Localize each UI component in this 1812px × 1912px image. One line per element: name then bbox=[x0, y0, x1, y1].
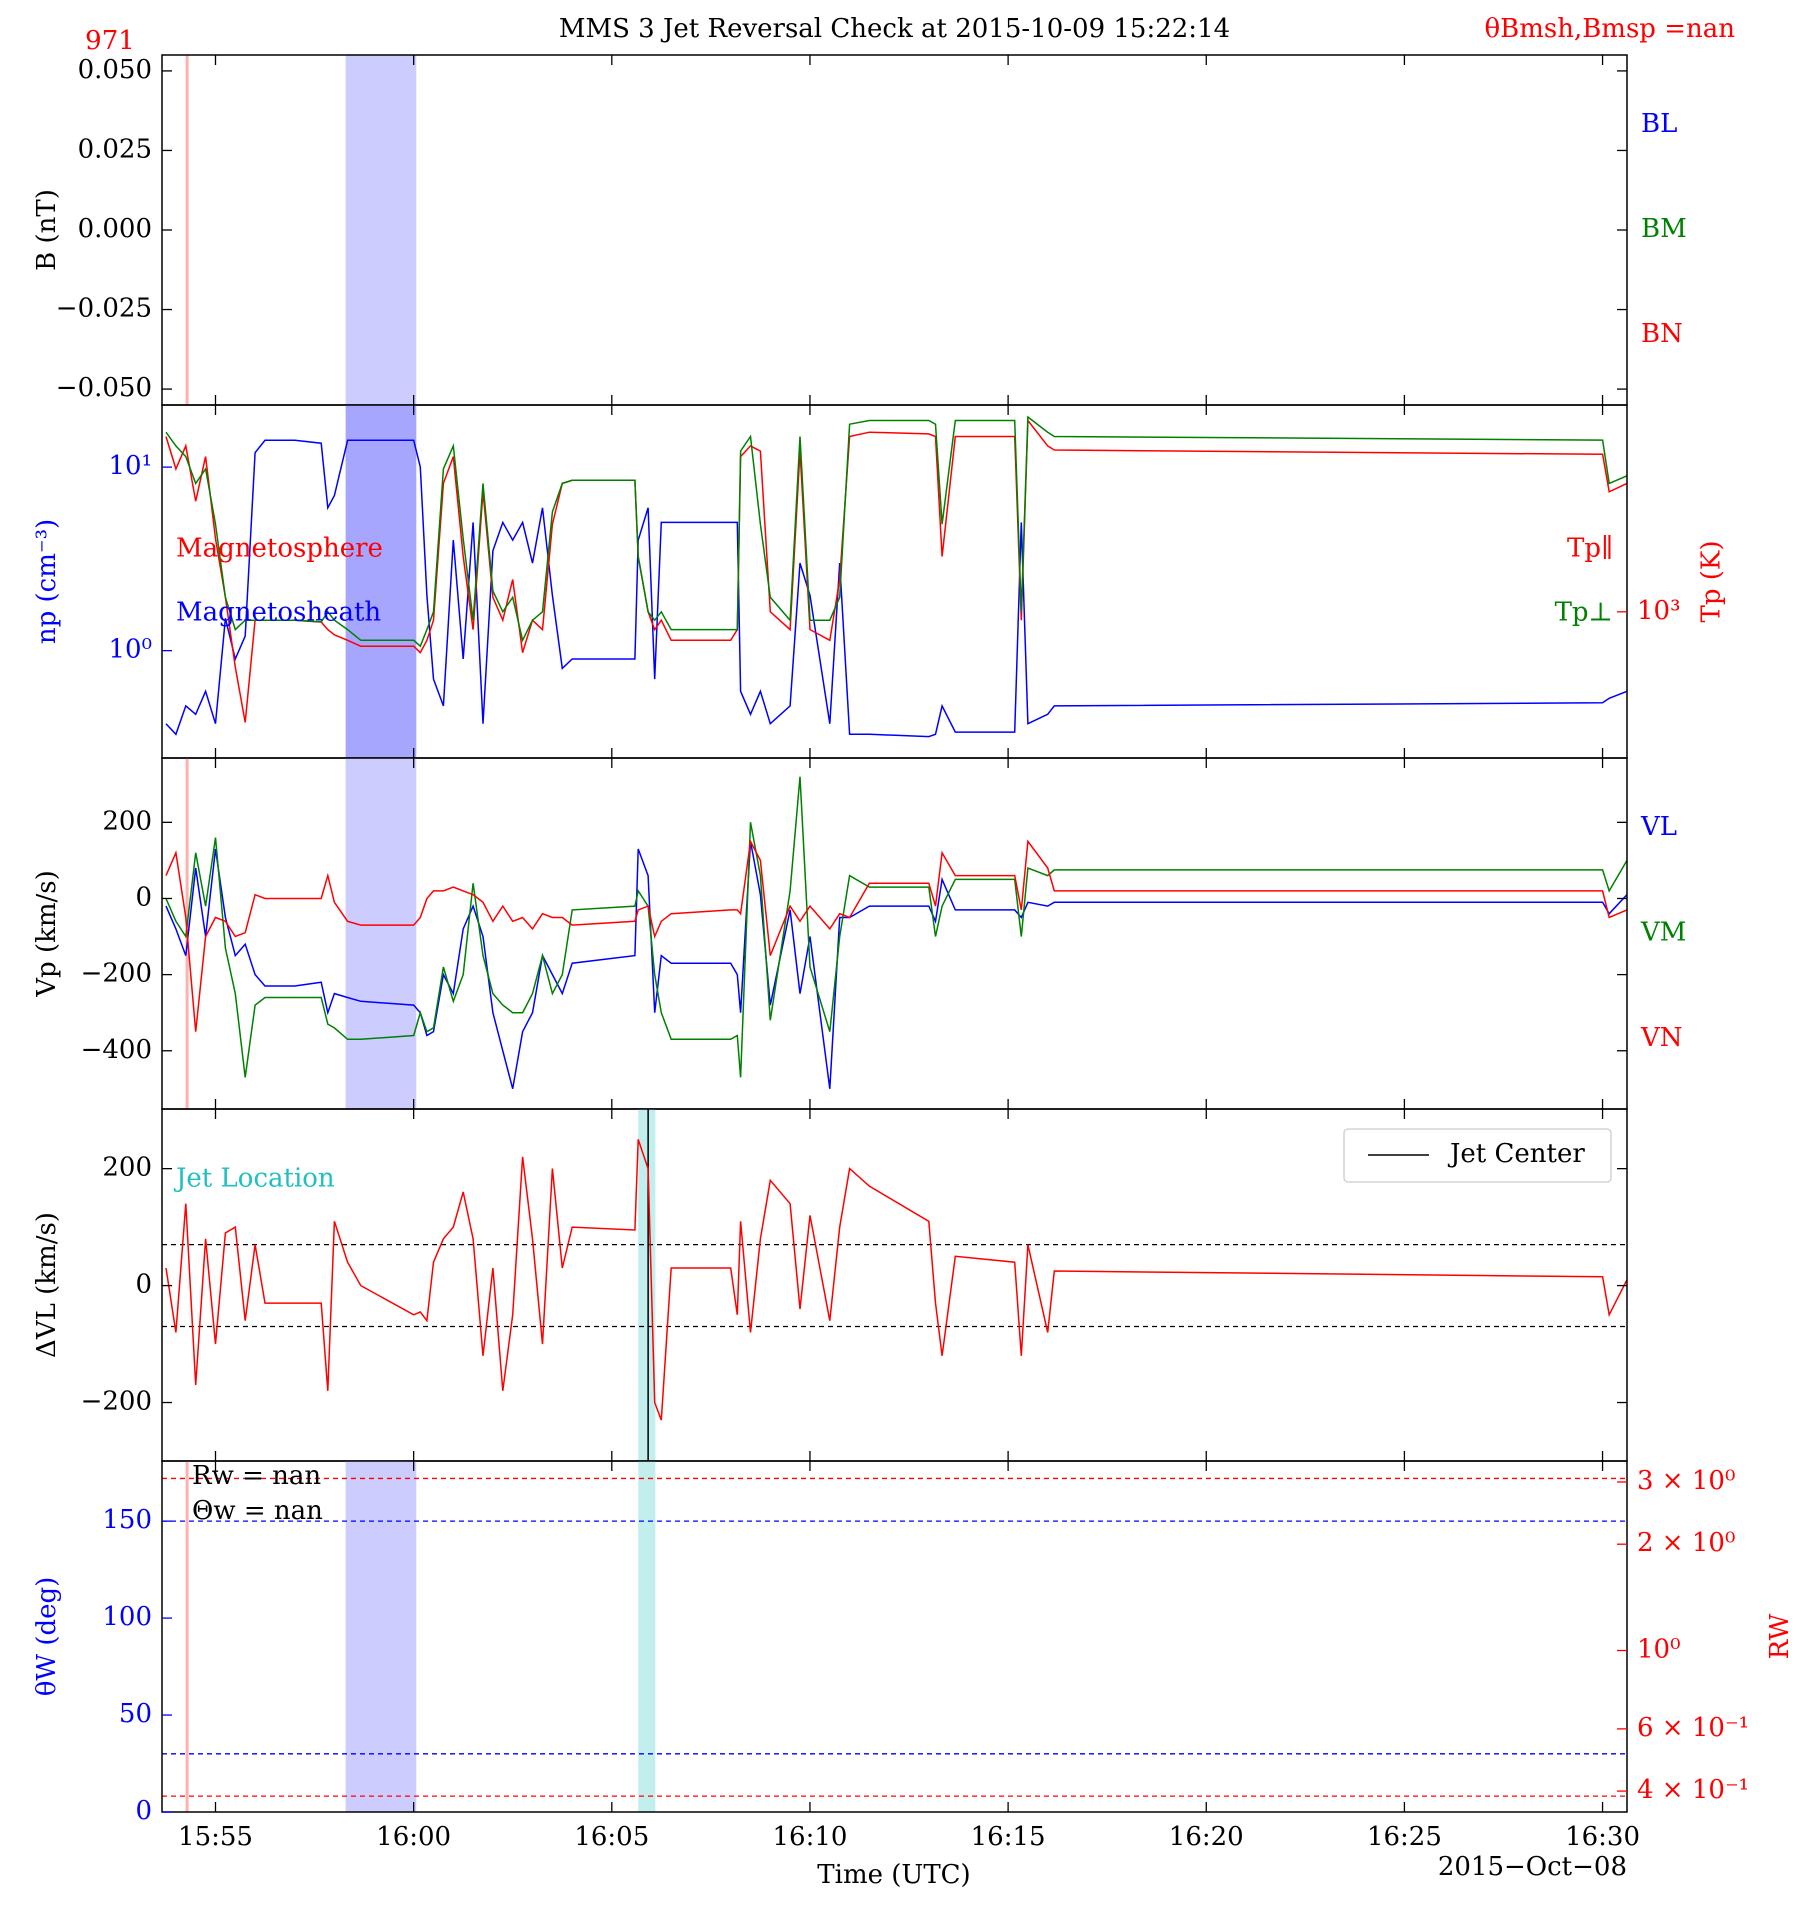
highlight-span bbox=[345, 405, 417, 758]
y2-tick-label: 10³ bbox=[1637, 596, 1681, 626]
series-label: VM bbox=[1640, 918, 1686, 948]
series-label: BL bbox=[1641, 109, 1677, 139]
chart-title: MMS 3 Jet Reversal Check at 2015-10-09 1… bbox=[559, 14, 1230, 44]
x-tick-label: 16:05 bbox=[574, 1822, 649, 1852]
y-axis-label: B (nT) bbox=[32, 189, 62, 271]
y-tick-label: 50 bbox=[119, 1699, 152, 1729]
y-axis-label: θW (deg) bbox=[32, 1577, 62, 1697]
date-label: 2015−Oct−08 bbox=[1438, 1852, 1627, 1882]
series-line bbox=[165, 776, 1627, 1078]
y-tick-label: −200 bbox=[81, 1387, 152, 1417]
series-label: Tp∥ bbox=[1567, 534, 1613, 564]
annotation: Θw = nan bbox=[192, 1496, 323, 1526]
y-axis-label: ΔVL (km/s) bbox=[32, 1212, 62, 1358]
highlight-span bbox=[638, 1461, 656, 1812]
y-tick-label: 0 bbox=[135, 1796, 152, 1826]
series-line bbox=[165, 415, 1627, 648]
highlight-span bbox=[345, 55, 417, 405]
y2-axis-label: RW bbox=[1765, 1613, 1795, 1659]
y2-tick-label: 4 × 10⁻¹ bbox=[1637, 1775, 1749, 1805]
series-label: VN bbox=[1640, 1023, 1683, 1053]
y-tick-label: −200 bbox=[81, 959, 152, 989]
highlight-span bbox=[345, 758, 417, 1109]
x-tick-label: 15:55 bbox=[178, 1822, 253, 1852]
annotation: Magnetosphere bbox=[176, 534, 383, 564]
series-label: Tp⊥ bbox=[1555, 597, 1613, 627]
y-tick-label: 0 bbox=[135, 882, 152, 912]
x-tick-label: 16:10 bbox=[772, 1822, 847, 1852]
series-line bbox=[165, 838, 1627, 1032]
y-tick-label: −0.050 bbox=[56, 373, 152, 403]
legend-label: Jet Center bbox=[1447, 1139, 1585, 1169]
y-tick-label: 200 bbox=[102, 806, 152, 836]
y2-tick-label: 2 × 10⁰ bbox=[1637, 1528, 1735, 1558]
annotation: Magnetosheath bbox=[176, 597, 381, 627]
y-tick-label: 0.000 bbox=[78, 214, 152, 244]
y-tick-label: 10¹ bbox=[108, 451, 152, 481]
legend-box bbox=[1343, 1128, 1612, 1183]
y2-tick-label: 10⁰ bbox=[1637, 1635, 1681, 1665]
annotation: Jet Location bbox=[173, 1163, 335, 1193]
y2-tick-label: 3 × 10⁰ bbox=[1637, 1466, 1735, 1496]
panel bbox=[165, 758, 1627, 1109]
x-tick-label: 16:30 bbox=[1565, 1822, 1640, 1852]
y-tick-label: 0 bbox=[135, 1270, 152, 1300]
y-axis-label: np (cm⁻³) bbox=[32, 519, 62, 644]
y-tick-label: 150 bbox=[102, 1505, 152, 1535]
x-axis-label: Time (UTC) bbox=[817, 1860, 970, 1890]
y-tick-label: 10⁰ bbox=[108, 635, 152, 665]
series-label: BN bbox=[1641, 319, 1683, 349]
x-tick-label: 16:20 bbox=[1169, 1822, 1244, 1852]
panel bbox=[162, 1109, 1627, 1461]
y-tick-label: −400 bbox=[81, 1035, 152, 1065]
panel bbox=[185, 55, 417, 405]
y-axis-label: Vp (km/s) bbox=[32, 870, 62, 997]
annotation: Rw = nan bbox=[192, 1461, 321, 1491]
panel bbox=[162, 1461, 1627, 1812]
y-tick-label: −0.025 bbox=[56, 294, 152, 324]
corner-label: 971 bbox=[85, 26, 135, 56]
highlight-span bbox=[638, 1109, 656, 1461]
x-tick-label: 16:15 bbox=[971, 1822, 1046, 1852]
y-tick-label: 0.025 bbox=[78, 134, 152, 164]
y2-tick-label: 6 × 10⁻¹ bbox=[1637, 1713, 1749, 1743]
y-tick-label: 200 bbox=[102, 1153, 152, 1183]
series-line bbox=[165, 439, 1627, 738]
series-label: BM bbox=[1641, 214, 1687, 244]
corner-label: θBmsh,Bmsp =nan bbox=[1484, 14, 1735, 44]
x-tick-label: 16:00 bbox=[376, 1822, 451, 1852]
panel bbox=[165, 405, 1627, 758]
x-tick-label: 16:25 bbox=[1367, 1822, 1442, 1852]
axes-frame bbox=[161, 1460, 1628, 1813]
series-label: VL bbox=[1640, 812, 1677, 842]
y-tick-label: 100 bbox=[102, 1602, 152, 1632]
y2-axis-label: Tp (K) bbox=[1697, 541, 1727, 623]
series-line bbox=[165, 1139, 1627, 1421]
y-tick-label: 0.050 bbox=[78, 55, 152, 85]
highlight-span bbox=[345, 1461, 417, 1812]
